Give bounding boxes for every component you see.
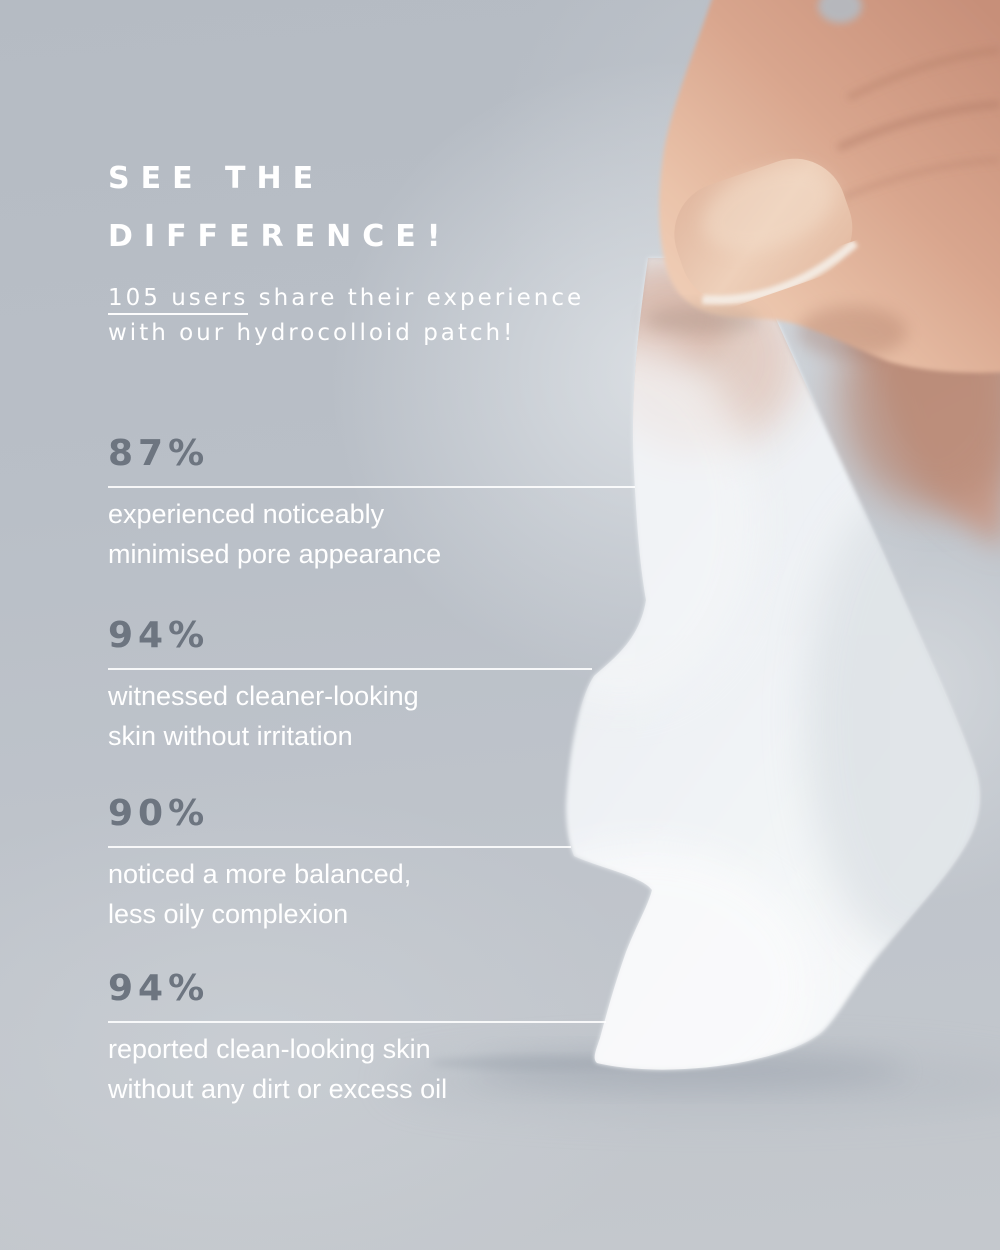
hand xyxy=(644,0,1000,373)
webbing-shadow xyxy=(797,306,907,358)
stat-divider xyxy=(108,846,571,848)
title-line-1: SEE THE xyxy=(108,161,325,196)
stat-item: 94% reported clean-looking skin without … xyxy=(108,971,728,1109)
user-count: 105 users xyxy=(108,285,249,315)
finger-gap xyxy=(818,0,862,23)
stat-desc-line: minimised pore appearance xyxy=(108,539,442,569)
stat-desc-line: noticed a more balanced, xyxy=(108,859,412,889)
page-title: SEE THE DIFFERENCE! xyxy=(108,150,451,266)
stat-item: 90% noticed a more balanced, less oily c… xyxy=(108,796,728,934)
stat-divider xyxy=(108,1021,606,1023)
stat-desc-line: without any dirt or excess oil xyxy=(108,1074,448,1104)
thumb-contact-shadow xyxy=(644,306,760,334)
stat-description: reported clean-looking skin without any … xyxy=(108,1029,728,1109)
stat-divider xyxy=(108,668,592,670)
knuckle-creases xyxy=(836,46,1000,201)
title-line-2: DIFFERENCE! xyxy=(108,219,452,254)
nail-free-edge xyxy=(702,239,859,305)
stat-description: experienced noticeably minimised pore ap… xyxy=(108,494,728,574)
stat-value: 94% xyxy=(108,968,210,1009)
stat-item: 87% experienced noticeably minimised por… xyxy=(108,436,728,574)
stat-value: 90% xyxy=(108,793,210,834)
stat-description: noticed a more balanced, less oily compl… xyxy=(108,854,728,934)
stat-divider xyxy=(108,486,635,488)
stat-description: witnessed cleaner-looking skin without i… xyxy=(108,676,728,756)
thumb-nail xyxy=(674,158,859,305)
stat-value: 87% xyxy=(108,433,210,474)
patch-floor-shadow xyxy=(385,1050,1000,1114)
subtitle-line-1: 105 users share their experience xyxy=(108,281,584,316)
subtitle: 105 users share their experience with ou… xyxy=(108,281,584,351)
subtitle-line-2: with our hydrocolloid patch! xyxy=(108,320,516,346)
stat-desc-line: witnessed cleaner-looking xyxy=(108,681,419,711)
stat-desc-line: less oily complexion xyxy=(108,899,349,929)
nail-sheen xyxy=(703,166,834,252)
stat-desc-line: skin without irritation xyxy=(108,721,353,751)
stat-value: 94% xyxy=(108,615,210,656)
stat-item: 94% witnessed cleaner-looking skin witho… xyxy=(108,618,728,756)
subtitle-rest: share their experience xyxy=(248,285,585,311)
stat-desc-line: reported clean-looking skin xyxy=(108,1034,431,1064)
stat-desc-line: experienced noticeably xyxy=(108,499,385,529)
